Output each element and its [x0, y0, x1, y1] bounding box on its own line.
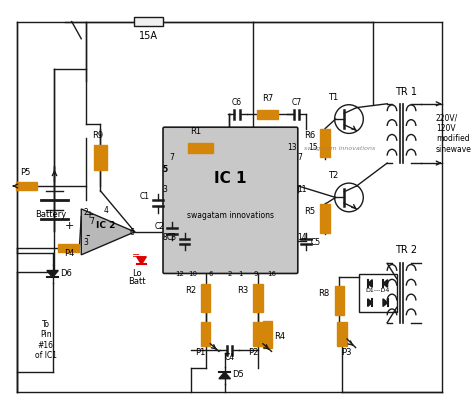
Bar [335, 286, 344, 315]
Text: swagatam innovations: swagatam innovations [187, 210, 274, 220]
Text: -: - [85, 229, 90, 242]
Text: 7: 7 [89, 217, 94, 226]
Text: C7: C7 [292, 98, 301, 107]
Text: TR 2: TR 2 [395, 245, 418, 255]
Text: D5: D5 [232, 370, 244, 379]
Bar [320, 204, 330, 233]
Text: 12: 12 [175, 271, 184, 277]
Bar [254, 322, 263, 346]
Text: P5: P5 [19, 168, 30, 176]
Bar [337, 322, 347, 346]
Bar [263, 321, 273, 347]
Text: 9: 9 [254, 271, 258, 277]
Text: R2: R2 [185, 286, 196, 295]
Text: swagatam innovations: swagatam innovations [304, 146, 375, 151]
Text: R3: R3 [237, 286, 248, 295]
Bar [201, 283, 210, 312]
Text: 10: 10 [189, 271, 198, 277]
Polygon shape [368, 299, 372, 306]
Text: P1: P1 [196, 348, 206, 357]
Text: 13: 13 [287, 143, 296, 152]
Text: 7: 7 [169, 153, 174, 162]
Text: R4: R4 [274, 332, 285, 341]
Text: C5: C5 [311, 238, 321, 247]
Bar [257, 110, 278, 119]
Polygon shape [81, 209, 135, 255]
Bar [58, 244, 79, 252]
Text: 2: 2 [227, 271, 232, 277]
Polygon shape [383, 299, 388, 306]
Text: R9: R9 [92, 131, 103, 140]
Text: R5: R5 [304, 207, 316, 216]
Bar [188, 143, 213, 153]
Bar [134, 17, 163, 26]
Text: 5: 5 [163, 165, 168, 173]
Text: 8: 8 [163, 234, 167, 242]
Text: D6: D6 [60, 269, 72, 278]
Text: P3: P3 [341, 348, 351, 357]
Text: 15A: 15A [139, 31, 158, 41]
Text: =: = [132, 251, 140, 261]
Text: To
Pin
#16
of IC1: To Pin #16 of IC1 [35, 320, 57, 360]
Text: T2: T2 [328, 171, 338, 181]
Text: 220V/
120V
modified
sinewave: 220V/ 120V modified sinewave [436, 113, 472, 154]
Bar [254, 283, 263, 312]
Bar [94, 145, 107, 170]
Text: 6: 6 [129, 228, 134, 237]
Text: C6: C6 [232, 98, 242, 107]
Polygon shape [383, 280, 388, 287]
Text: 3: 3 [83, 238, 88, 247]
Text: T1: T1 [328, 93, 338, 102]
Text: IC 2: IC 2 [96, 221, 116, 230]
Text: +: + [65, 221, 74, 231]
Bar [358, 274, 397, 312]
Text: 4: 4 [103, 206, 108, 215]
Text: P4: P4 [64, 249, 74, 258]
Text: 15: 15 [308, 143, 318, 152]
Text: P2: P2 [248, 348, 258, 357]
Text: Battery: Battery [36, 210, 67, 219]
Text: Lo: Lo [132, 269, 142, 278]
Text: Batt: Batt [128, 276, 146, 286]
Text: IC 1: IC 1 [214, 171, 246, 186]
Polygon shape [47, 271, 58, 277]
FancyBboxPatch shape [163, 127, 298, 273]
Text: C2: C2 [155, 222, 164, 231]
Bar [16, 182, 37, 190]
Text: 1: 1 [239, 271, 243, 277]
Text: R8: R8 [319, 289, 330, 298]
Bar [201, 322, 210, 346]
Text: C4: C4 [224, 353, 235, 362]
Text: 11: 11 [297, 185, 307, 194]
Text: 14: 14 [297, 234, 307, 242]
Text: R1: R1 [191, 127, 201, 137]
Text: 7: 7 [297, 153, 302, 162]
Text: C1: C1 [140, 193, 150, 201]
Polygon shape [137, 257, 146, 264]
Text: 16: 16 [267, 271, 276, 277]
Polygon shape [368, 280, 372, 287]
Text: +: + [85, 210, 93, 220]
Text: R7: R7 [262, 94, 273, 103]
Text: 2: 2 [83, 208, 88, 217]
Text: D1---D4: D1---D4 [365, 288, 390, 293]
Text: TR 1: TR 1 [395, 87, 417, 97]
Text: 3: 3 [163, 185, 167, 194]
Polygon shape [219, 372, 230, 379]
Text: 6: 6 [208, 271, 212, 277]
Text: R6: R6 [304, 131, 316, 140]
Bar [320, 129, 330, 157]
Text: C3: C3 [167, 232, 177, 242]
